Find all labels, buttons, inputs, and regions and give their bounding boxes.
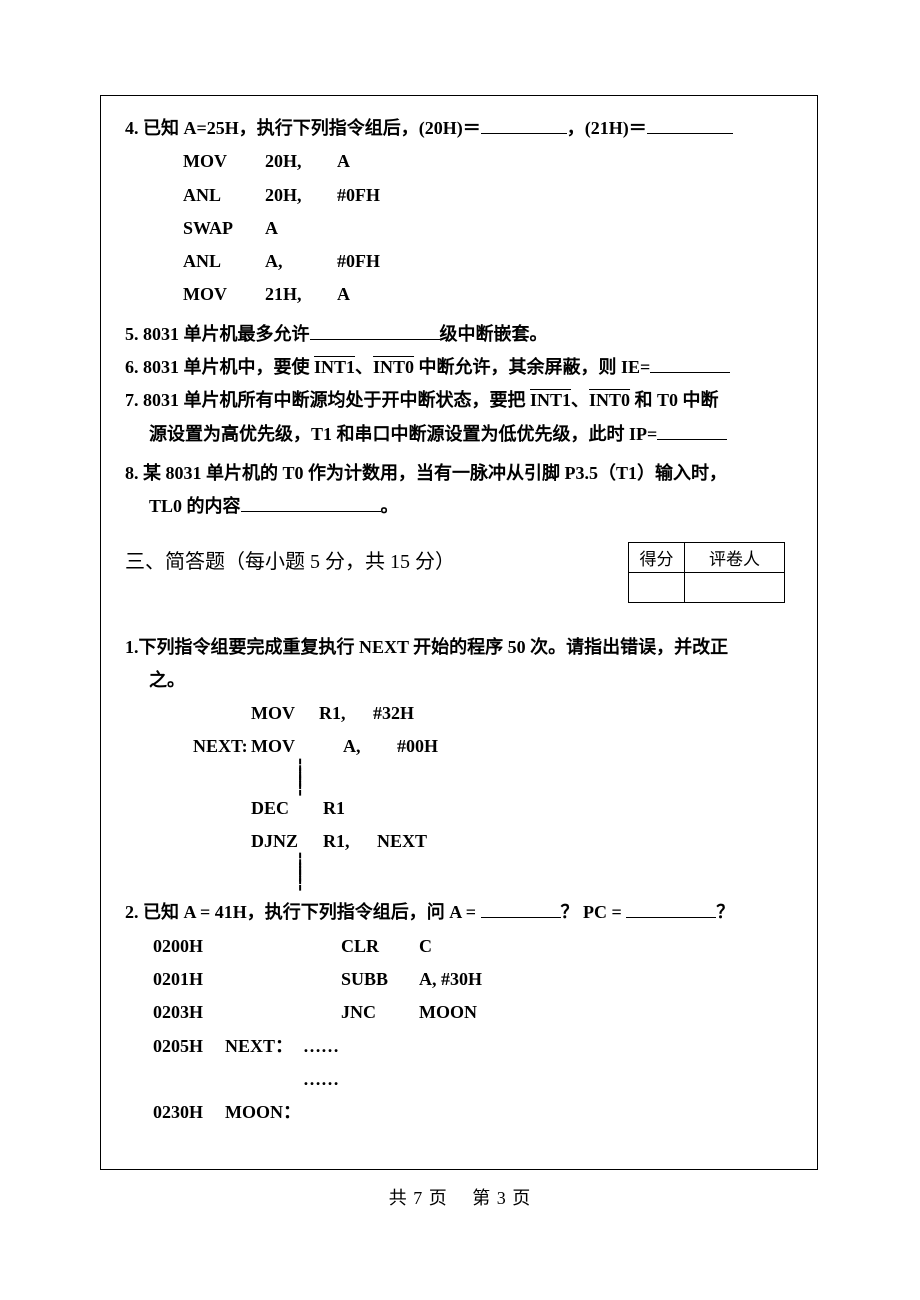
section-3-title: 三、简答题（每小题 5 分，共 15 分） (125, 542, 455, 580)
q8-line2: TL0 的内容 。 (125, 490, 793, 523)
q5-blank (310, 322, 440, 340)
q4-prefix: 4. 已知 (125, 118, 184, 138)
s3q1-line2: 之。 (125, 664, 793, 697)
s3q1-code-post-1: DJNZR1,NEXT (251, 825, 793, 858)
q7-line2-text: 源设置为高优先级，T1 和串口中断源设置为低优先级，此时 IP= (149, 424, 657, 444)
q4-blank-1 (481, 116, 567, 134)
q4-lhs2: (21H)＝ (585, 118, 647, 138)
score-cell-grader (685, 572, 785, 602)
s3q2-blank-a (481, 900, 561, 918)
s3q2-blank-pc (626, 900, 716, 918)
q4-lhs1: (20H)＝ (419, 118, 481, 138)
s3q2-code-4: …… (153, 1063, 793, 1096)
q6-pre: 6. 8031 单片机中，要使 (125, 357, 314, 377)
s3q2-code-0: 0200HCLRC (153, 930, 793, 963)
q4-blank-2 (647, 116, 733, 134)
s3q2-code-2: 0203HJNCMOON (153, 996, 793, 1029)
q8-line1: 8. 某 8031 单片机的 T0 作为计数用，当有一脉冲从引脚 P3.5（T1… (125, 457, 793, 490)
q4-code-1: ANL20H,#0FH (183, 179, 793, 212)
q5-post: 级中断嵌套。 (440, 324, 548, 344)
q6-mid: 中断允许，其余屏蔽，则 IE= (414, 357, 650, 377)
section-3-header: 三、简答题（每小题 5 分，共 15 分） 得分 评卷人 (125, 542, 793, 603)
question-5: 5. 8031 单片机最多允许 级中断嵌套。 (125, 318, 793, 351)
s3-question-1: 1.下列指令组要完成重复执行 NEXT 开始的程序 50 次。请指出错误，并改正… (125, 631, 793, 887)
table-row (629, 572, 785, 602)
q6-blank (650, 355, 730, 373)
q7-int0: INT0 (589, 390, 630, 410)
score-table: 得分 评卷人 (628, 542, 785, 603)
q4-mid1: ，执行下列指令组后， (239, 118, 419, 138)
page-footer: 共 7 页 第 3 页 (0, 1184, 920, 1210)
q4-mid2: ， (567, 118, 585, 138)
score-header-score: 得分 (629, 542, 685, 572)
question-6: 6. 8031 单片机中，要使 INT1、INT0 中断允许，其余屏蔽，则 IE… (125, 351, 793, 384)
q8-blank (241, 494, 381, 512)
q7-blank (657, 422, 727, 440)
q4-code-2: SWAPA (183, 212, 793, 245)
s3q1-code-pre-0: MOVR1,#32H (251, 697, 793, 730)
q7-int1: INT1 (530, 390, 571, 410)
q6-int0: INT0 (373, 357, 414, 377)
q4-code-3: ANLA,#0FH (183, 245, 793, 278)
q5-pre: 5. 8031 单片机最多允许 (125, 324, 310, 344)
table-row: 得分 评卷人 (629, 542, 785, 572)
page-frame: 4. 已知 A=25H，执行下列指令组后，(20H)＝ ，(21H)＝ MOV20… (100, 95, 818, 1170)
q7-line2: 源设置为高优先级，T1 和串口中断源设置为低优先级，此时 IP= (125, 418, 793, 451)
q4-premise: A=25H (184, 118, 239, 138)
q6-sep: 、 (355, 357, 373, 377)
s3q1-line1: 1.下列指令组要完成重复执行 NEXT 开始的程序 50 次。请指出错误，并改正 (125, 631, 793, 664)
s3q2-qm1: ？ PC = (561, 902, 627, 922)
q4-stem: 4. 已知 A=25H，执行下列指令组后，(20H)＝ ，(21H)＝ (125, 112, 793, 145)
q8-line2-post: 。 (381, 496, 399, 516)
score-cell-score (629, 572, 685, 602)
s3q2-code-1: 0201HSUBBA, #30H (153, 963, 793, 996)
question-7: 7. 8031 单片机所有中断源均处于开中断状态，要把 INT1、INT0 和 … (125, 384, 793, 451)
q4-code-0: MOV20H,A (183, 145, 793, 178)
s3q1-code-post-0: DECR1 (251, 792, 793, 825)
s3q2-qm2: ？ (716, 902, 734, 922)
q7-mid1: 和 T0 中断 (630, 390, 719, 410)
s3q1-vdots-1: ┆┆┆ (295, 764, 793, 792)
s3q1-vdots-2: ┆┆┆ (295, 858, 793, 886)
s3q2-code-3: 0205HNEXT：…… (153, 1030, 793, 1063)
score-header-grader: 评卷人 (685, 542, 785, 572)
q6-int1: INT1 (314, 357, 355, 377)
s3q1-code-pre-1: NEXT:MOVA,#00H (193, 730, 793, 763)
q4-code-4: MOV21H,A (183, 278, 793, 311)
q7-line1: 7. 8031 单片机所有中断源均处于开中断状态，要把 INT1、INT0 和 … (125, 384, 793, 417)
s3q2-stem: 2. 已知 A = 41H，执行下列指令组后，问 A = ？ PC = ？ (125, 896, 793, 929)
s3q2-code-5: 0230HMOON： (153, 1096, 793, 1129)
s3-question-2: 2. 已知 A = 41H，执行下列指令组后，问 A = ？ PC = ？ 02… (125, 896, 793, 1129)
question-8: 8. 某 8031 单片机的 T0 作为计数用，当有一脉冲从引脚 P3.5（T1… (125, 457, 793, 524)
question-4: 4. 已知 A=25H，执行下列指令组后，(20H)＝ ，(21H)＝ MOV20… (125, 112, 793, 312)
q7-sep1: 、 (571, 390, 589, 410)
s3q2-pre: 2. 已知 A = 41H，执行下列指令组后，问 A = (125, 902, 481, 922)
q8-line2-pre: TL0 的内容 (149, 496, 241, 516)
q7-pre: 7. 8031 单片机所有中断源均处于开中断状态，要把 (125, 390, 530, 410)
